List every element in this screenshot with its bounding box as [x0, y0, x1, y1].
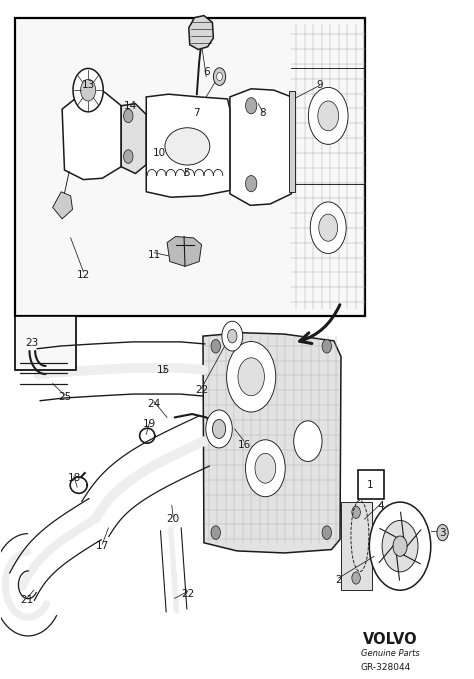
Text: 23: 23 — [25, 338, 38, 348]
Text: 24: 24 — [148, 399, 161, 409]
Circle shape — [227, 342, 276, 412]
Circle shape — [382, 520, 418, 572]
Text: 18: 18 — [67, 473, 81, 483]
Bar — [15, 18, 365, 316]
Polygon shape — [121, 104, 146, 174]
Circle shape — [124, 150, 133, 164]
Polygon shape — [146, 94, 230, 197]
Bar — [15, 316, 76, 370]
Text: 16: 16 — [237, 439, 251, 449]
Circle shape — [369, 502, 431, 590]
Text: 12: 12 — [77, 270, 90, 280]
Text: 14: 14 — [124, 100, 137, 111]
Circle shape — [319, 214, 337, 241]
Circle shape — [238, 358, 264, 396]
Circle shape — [246, 175, 257, 191]
Circle shape — [318, 101, 338, 131]
Text: Genuine Parts: Genuine Parts — [361, 649, 420, 659]
Bar — [357, 471, 383, 499]
Text: 22: 22 — [195, 385, 208, 395]
Bar — [289, 92, 295, 191]
Bar — [173, 159, 199, 187]
Text: VOLVO: VOLVO — [363, 631, 418, 646]
Circle shape — [211, 526, 220, 539]
FancyBboxPatch shape — [292, 24, 365, 309]
Text: 1: 1 — [367, 479, 374, 490]
Polygon shape — [203, 333, 341, 553]
Text: 2: 2 — [335, 575, 342, 585]
Text: GR-328044: GR-328044 — [361, 663, 411, 672]
Circle shape — [322, 526, 331, 539]
Text: 19: 19 — [143, 419, 156, 429]
Polygon shape — [62, 92, 121, 179]
Text: 4: 4 — [378, 500, 384, 511]
Polygon shape — [189, 16, 213, 50]
Text: 11: 11 — [148, 250, 161, 260]
Circle shape — [393, 536, 407, 556]
Circle shape — [352, 572, 360, 584]
Circle shape — [322, 340, 331, 353]
Polygon shape — [167, 236, 201, 266]
Text: 6: 6 — [203, 67, 210, 77]
Circle shape — [81, 79, 96, 101]
Circle shape — [255, 454, 276, 483]
Text: 25: 25 — [58, 392, 71, 402]
Text: 17: 17 — [96, 541, 109, 551]
Text: 13: 13 — [82, 80, 95, 90]
Circle shape — [206, 410, 232, 448]
Circle shape — [124, 109, 133, 123]
Text: 15: 15 — [157, 365, 170, 375]
Bar — [341, 502, 372, 590]
Text: 8: 8 — [260, 107, 266, 117]
Text: 5: 5 — [183, 168, 190, 178]
Text: 22: 22 — [181, 589, 194, 599]
Circle shape — [246, 98, 257, 114]
Circle shape — [212, 420, 226, 439]
Ellipse shape — [165, 128, 210, 165]
Text: 3: 3 — [439, 528, 446, 538]
Text: 20: 20 — [167, 514, 180, 524]
Polygon shape — [230, 89, 292, 205]
Circle shape — [437, 524, 448, 540]
Circle shape — [228, 329, 237, 343]
Text: 7: 7 — [193, 107, 200, 117]
Polygon shape — [53, 191, 73, 219]
Circle shape — [352, 506, 360, 518]
Circle shape — [211, 340, 220, 353]
Circle shape — [217, 73, 222, 81]
Text: 10: 10 — [153, 148, 165, 158]
Circle shape — [294, 421, 322, 462]
Circle shape — [222, 321, 243, 351]
Circle shape — [246, 440, 285, 497]
Circle shape — [73, 69, 103, 112]
Circle shape — [213, 68, 226, 86]
Circle shape — [310, 202, 346, 253]
Text: 9: 9 — [316, 80, 323, 90]
Text: 21: 21 — [20, 595, 33, 606]
Circle shape — [309, 88, 348, 145]
